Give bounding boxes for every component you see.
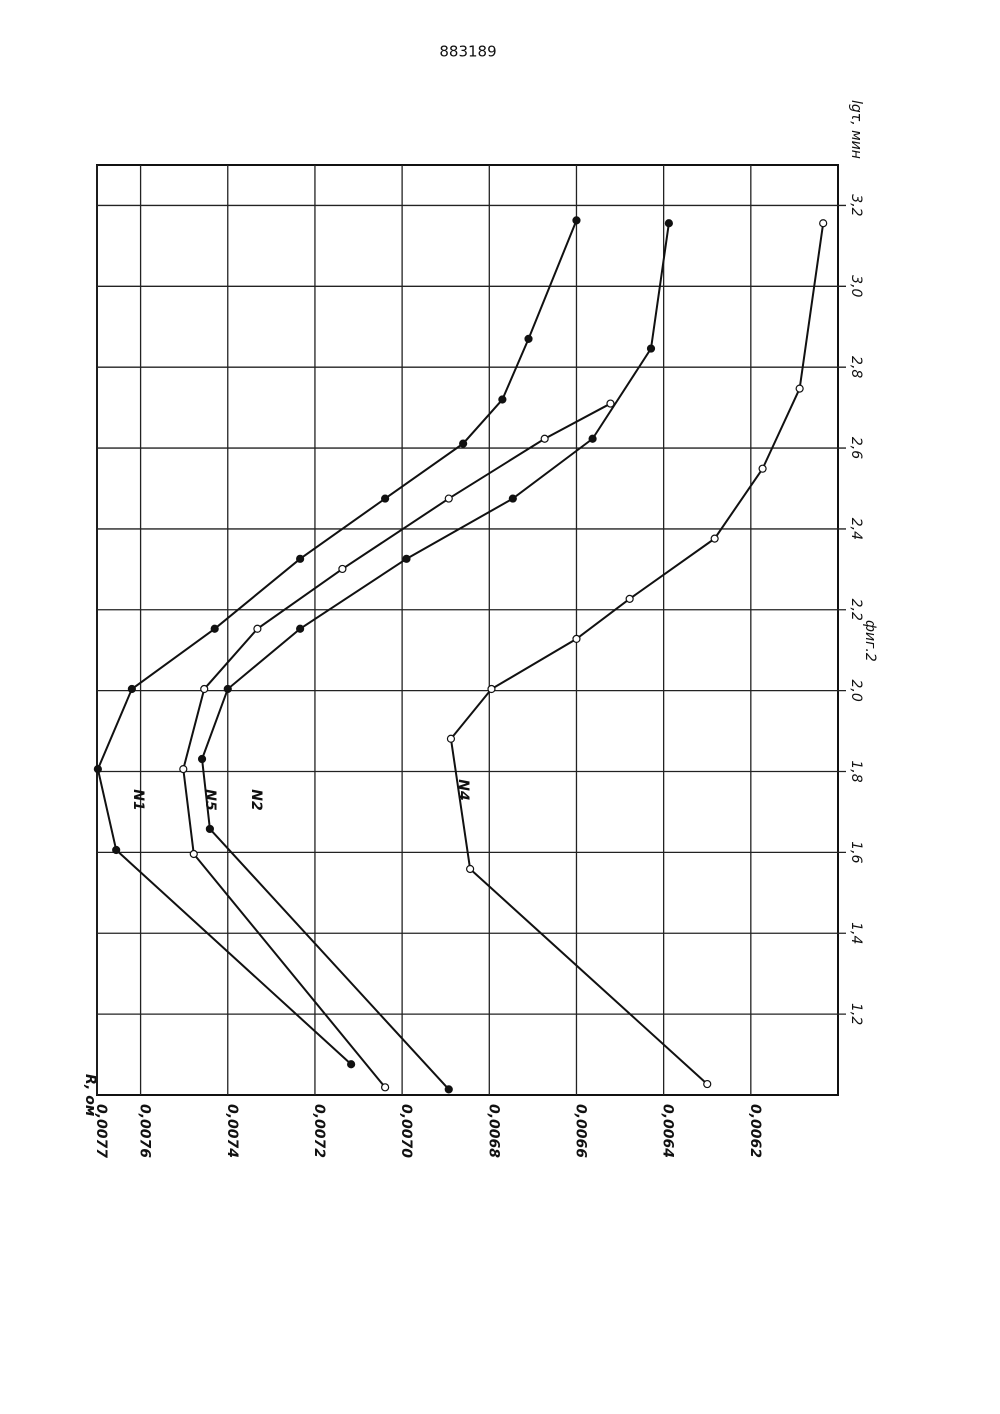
- series-label: N2: [248, 789, 264, 810]
- data-point: [573, 217, 580, 224]
- x-tick-label: 1,2: [848, 1003, 864, 1025]
- y-tick-label: 0,0070: [398, 1104, 414, 1158]
- page-number: 883189: [439, 43, 496, 61]
- y-tick-label: 0,0074: [224, 1104, 240, 1158]
- data-point: [297, 555, 304, 562]
- y-tick-label: 0,0072: [311, 1104, 327, 1158]
- x-tick-label: 1,4: [848, 922, 864, 944]
- data-point: [339, 565, 346, 572]
- x-tick-label: 2,0: [848, 680, 864, 702]
- y-tick-label: 0,0064: [660, 1104, 676, 1158]
- data-point: [211, 625, 218, 632]
- series-line: [98, 220, 577, 1064]
- page: 883189 1,2 1,4 1,6 1,8 2,0 2,2 2,4 2,6 2,8 3,0 3,2…: [0, 0, 1000, 1414]
- series-line: [183, 404, 610, 1088]
- data-point: [509, 495, 516, 502]
- data-point: [445, 495, 452, 502]
- y-axis-label: R, ом: [82, 1074, 98, 1116]
- series-line: [202, 223, 669, 1089]
- y-tick-label: 0,0076: [137, 1104, 153, 1158]
- data-point: [403, 555, 410, 562]
- plot-frame: [97, 165, 838, 1095]
- data-point: [254, 625, 261, 632]
- data-point: [190, 851, 197, 858]
- data-point: [796, 385, 803, 392]
- x-tick-label: 2,6: [848, 437, 864, 459]
- data-point: [648, 345, 655, 352]
- data-point: [460, 440, 467, 447]
- x-tick-label: 2,8: [848, 356, 864, 378]
- series-label: N5: [202, 789, 218, 811]
- data-point: [382, 1084, 389, 1091]
- data-point: [128, 686, 135, 693]
- x-tick-label: 2,2: [848, 599, 864, 621]
- data-point: [589, 435, 596, 442]
- data-point: [447, 735, 454, 742]
- data-point: [665, 220, 672, 227]
- data-point: [541, 435, 548, 442]
- data-point: [499, 396, 506, 403]
- data-point: [488, 686, 495, 693]
- series-label: N1: [130, 789, 146, 810]
- y-tick-label: 0,0066: [572, 1104, 588, 1158]
- data-point: [704, 1081, 711, 1088]
- x-tick-label: 3,0: [848, 275, 864, 297]
- x-tick-label: 1,8: [848, 760, 864, 782]
- data-point: [759, 465, 766, 472]
- data-point: [199, 755, 206, 762]
- series-label: N4: [455, 779, 471, 800]
- data-point: [113, 846, 120, 853]
- data-point: [94, 766, 101, 773]
- data-point: [711, 535, 718, 542]
- data-point: [382, 495, 389, 502]
- data-point: [206, 825, 213, 832]
- caption: фиг.2: [862, 620, 878, 662]
- data-point: [820, 220, 827, 227]
- data-point: [348, 1061, 355, 1068]
- series-line: [451, 223, 823, 1084]
- y-tick-label: 0,0068: [485, 1104, 501, 1158]
- x-tick-label: 3,2: [848, 194, 864, 216]
- x-tick-label: 2,4: [848, 518, 864, 540]
- data-point: [467, 865, 474, 872]
- data-point: [525, 335, 532, 342]
- data-point: [180, 766, 187, 773]
- x-tick-label: 1,6: [848, 841, 864, 863]
- data-point: [224, 686, 231, 693]
- data-point: [626, 595, 633, 602]
- data-point: [201, 686, 208, 693]
- data-point: [297, 625, 304, 632]
- data-point: [445, 1086, 452, 1093]
- y-tick-label: 0,0062: [747, 1104, 763, 1158]
- data-point: [573, 635, 580, 642]
- x-axis-label: lgτ, мин: [848, 100, 864, 159]
